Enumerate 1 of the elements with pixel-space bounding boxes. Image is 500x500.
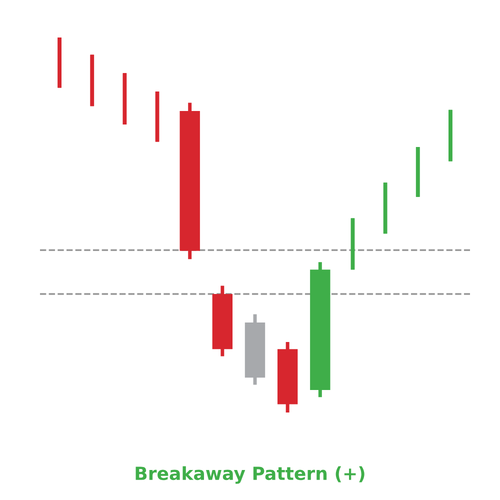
- text: Breakaway Pattern (+): [136, 466, 364, 484]
